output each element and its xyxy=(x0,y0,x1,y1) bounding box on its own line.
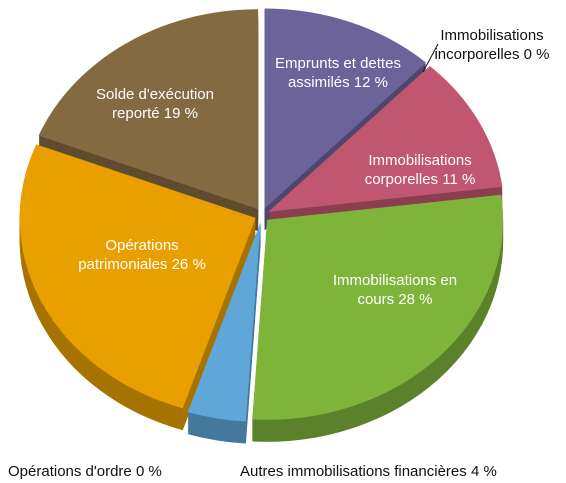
value-label: 11 % xyxy=(442,171,476,188)
value-label: 4 % xyxy=(470,463,497,480)
slice xyxy=(252,194,504,420)
value-label: 19 % xyxy=(163,105,198,122)
slice xyxy=(264,8,427,209)
value-label: 0 % xyxy=(135,463,162,480)
value-label: 0 % xyxy=(523,46,550,63)
category-label: Immobilisations corporelles xyxy=(364,152,472,188)
slice-side xyxy=(186,223,260,414)
slice-side xyxy=(266,66,429,212)
category-label: Autres immobilisations financières xyxy=(240,463,467,480)
category-label: Opérations d'ordre xyxy=(8,463,132,480)
category-label: Immobilisations en cours xyxy=(332,272,458,308)
slice xyxy=(268,66,503,212)
slice xyxy=(38,9,259,210)
category-label: Solde d'exécution reporté xyxy=(96,86,214,122)
slice xyxy=(19,144,256,409)
slice xyxy=(186,221,260,412)
slice-label: Immobilisations en cours 28 % xyxy=(325,271,465,309)
slice-label: Opérations patrimoniales 26 % xyxy=(67,236,217,274)
slice-label: Emprunts et dettes assimilés 12 % xyxy=(273,54,403,92)
slice-label: Solde d'exécution reporté 19 % xyxy=(80,85,230,123)
slice-label: Immobilisations corporelles 11 % xyxy=(355,151,485,189)
category-label: Opérations patrimoniales xyxy=(78,237,179,273)
slice xyxy=(187,221,261,422)
leader-line xyxy=(422,43,439,73)
slice-label: Autres immobilisations financières 4 % xyxy=(240,462,497,481)
value-label: 28 % xyxy=(398,291,433,308)
value-label: 26 % xyxy=(171,256,206,273)
slice xyxy=(266,64,429,210)
value-label: 12 % xyxy=(353,74,389,91)
category-label: Emprunts et dettes assimilés xyxy=(275,55,401,91)
category-label: Immobilisations incorporelles xyxy=(434,27,544,63)
slice-label: Opérations d'ordre 0 % xyxy=(8,462,162,481)
slice-label: Immobilisations incorporelles 0 % xyxy=(422,26,562,64)
